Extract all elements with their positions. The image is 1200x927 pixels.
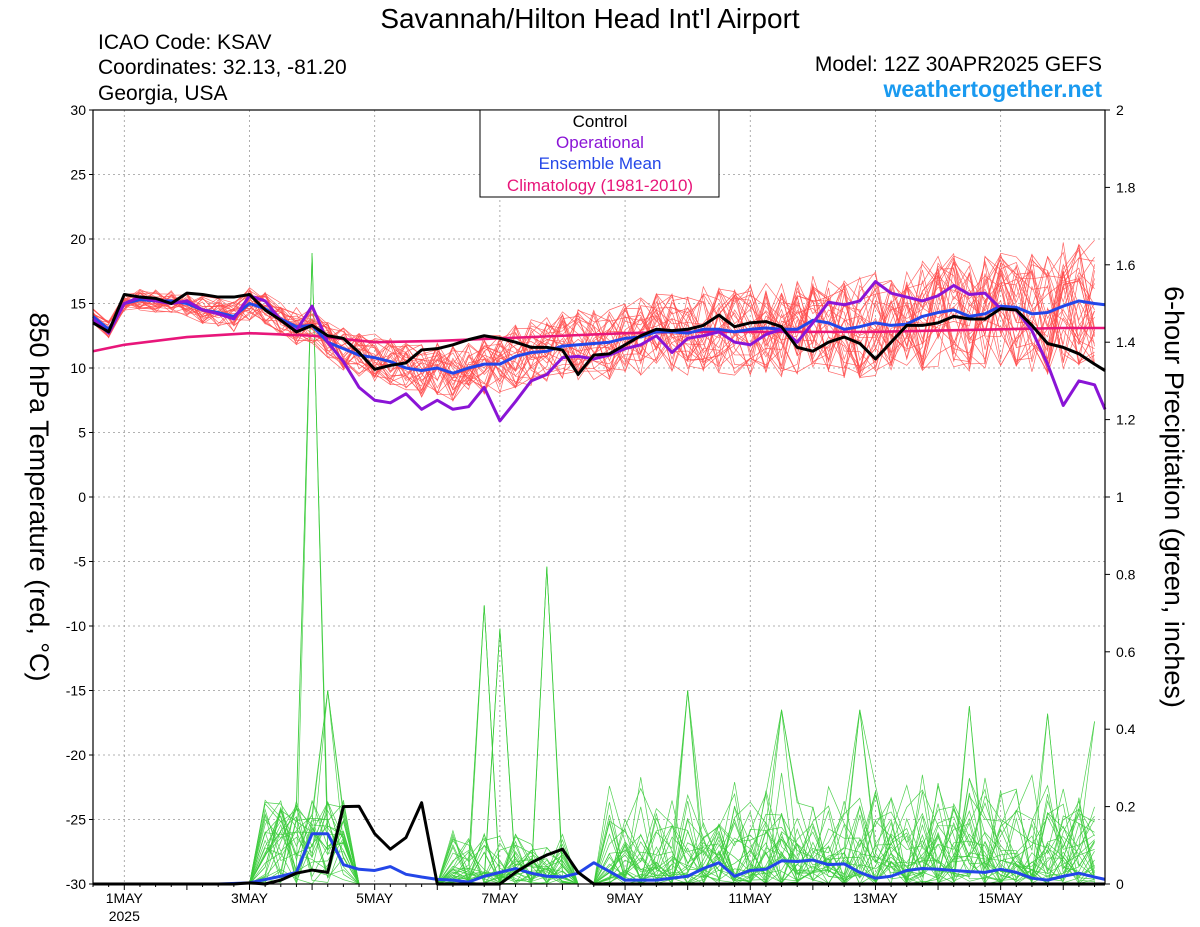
temp-control-line bbox=[92, 291, 1106, 376]
temp-member-line bbox=[92, 257, 1095, 396]
precip-member-line bbox=[93, 690, 1095, 885]
y-tick-label: 0 bbox=[78, 489, 86, 505]
y2-tick-label: 1 bbox=[1116, 489, 1124, 505]
y2-tick-label: 0.2 bbox=[1116, 799, 1136, 815]
temp-member-line bbox=[92, 255, 1095, 393]
y2-tick-label: 1.6 bbox=[1116, 257, 1136, 273]
y-tick-label: 15 bbox=[70, 296, 86, 312]
y-tick-label: 20 bbox=[70, 231, 86, 247]
x-tick-label: 7MAY bbox=[481, 890, 519, 906]
precip-member-line bbox=[93, 709, 1095, 885]
icao-code: ICAO Code: KSAV bbox=[98, 31, 272, 54]
y2-axis-label: 6-hour Precipitation (green, inches) bbox=[1159, 286, 1189, 708]
y-axis-label: 850 hPa Temperature (red, °C) bbox=[24, 313, 54, 682]
temp-member-line bbox=[92, 256, 1095, 395]
precip-member-line bbox=[93, 709, 1095, 885]
y-tick-label: -20 bbox=[66, 747, 86, 763]
temp-member-line bbox=[92, 262, 1095, 391]
y2-tick-label: 2 bbox=[1116, 102, 1124, 118]
precip-member-line bbox=[93, 566, 1095, 885]
precip-member-line bbox=[93, 628, 1095, 885]
precip-member-line bbox=[93, 690, 1095, 885]
y-tick-label: -10 bbox=[66, 618, 86, 634]
y-tick-label: -15 bbox=[66, 683, 86, 699]
y2-tick-label: 0.6 bbox=[1116, 644, 1136, 660]
precip-member-line bbox=[93, 690, 1095, 885]
x-tick-label: 3MAY bbox=[231, 890, 269, 906]
chart-title: Savannah/Hilton Head Int'l Airport bbox=[380, 3, 800, 34]
legend-climatology: Climatology (1981-2010) bbox=[507, 176, 693, 195]
precip-mean-line bbox=[93, 832, 1106, 886]
precip-member-line bbox=[93, 705, 1095, 885]
temp-climo-line bbox=[92, 326, 1105, 353]
y-tick-label: -5 bbox=[74, 554, 87, 570]
precip-member-line bbox=[93, 566, 1095, 885]
legend-control: Control bbox=[573, 112, 628, 131]
precip-member-line bbox=[93, 713, 1095, 885]
precip-member-line bbox=[93, 690, 1095, 885]
y2-tick-label: 0 bbox=[1116, 876, 1124, 892]
site-name: weathertogether.net bbox=[882, 76, 1102, 102]
y2-tick-label: 0.4 bbox=[1116, 721, 1136, 737]
precip-member-line bbox=[93, 721, 1095, 885]
temp-member-line bbox=[92, 252, 1095, 402]
grid-lines bbox=[93, 110, 1105, 884]
precip-member-line bbox=[93, 709, 1095, 885]
temp-operational-line bbox=[91, 280, 1107, 423]
y-tick-label: 25 bbox=[70, 167, 86, 183]
precip-member-line bbox=[93, 709, 1095, 885]
x-tick-label: 1MAY bbox=[106, 890, 144, 906]
y2-tick-label: 1.4 bbox=[1116, 334, 1136, 350]
precip-member-line bbox=[93, 721, 1095, 885]
y-tick-label: 5 bbox=[78, 425, 86, 441]
legend: Control Operational Ensemble Mean Climat… bbox=[479, 109, 720, 198]
y2-tick-label: 1.2 bbox=[1116, 412, 1136, 428]
legend-operational: Operational bbox=[556, 133, 644, 152]
precip-member-line bbox=[93, 709, 1095, 885]
precip-member-line bbox=[93, 566, 1095, 885]
x-tick-label: 5MAY bbox=[356, 890, 394, 906]
x-tick-year: 2025 bbox=[109, 908, 140, 924]
legend-box bbox=[479, 109, 720, 198]
y-tick-label: -30 bbox=[66, 876, 86, 892]
x-tick-label: 9MAY bbox=[607, 890, 645, 906]
precip-member-line bbox=[93, 690, 1095, 885]
x-tick-label: 15MAY bbox=[978, 890, 1024, 906]
x-tick-label: 11MAY bbox=[728, 890, 772, 906]
temp-member-line bbox=[92, 252, 1095, 386]
precip-member-line bbox=[93, 628, 1095, 885]
y-tick-label: -25 bbox=[66, 812, 86, 828]
precip-member-line bbox=[93, 705, 1095, 885]
temp-member-line bbox=[92, 256, 1095, 398]
y-tick-label: 10 bbox=[70, 360, 86, 376]
legend-ensemble-mean: Ensemble Mean bbox=[539, 154, 662, 173]
coordinates: Coordinates: 32.13, -81.20 bbox=[98, 56, 347, 79]
model-run: Model: 12Z 30APR2025 GEFS bbox=[815, 53, 1102, 76]
precip-member-line bbox=[93, 690, 1095, 885]
axes: -30-25-20-15-10-505101520253000.20.40.60… bbox=[66, 102, 1136, 924]
main-series bbox=[91, 280, 1107, 886]
precip-member-line bbox=[93, 628, 1095, 885]
y2-tick-label: 1.8 bbox=[1116, 179, 1136, 195]
precip-member-line bbox=[93, 713, 1095, 885]
precip-member-line bbox=[93, 709, 1095, 885]
precip-control-line bbox=[93, 801, 1105, 886]
x-tick-label: 13MAY bbox=[853, 890, 899, 906]
y-tick-label: 30 bbox=[70, 102, 86, 118]
y2-tick-label: 0.8 bbox=[1116, 566, 1136, 582]
region: Georgia, USA bbox=[98, 82, 228, 105]
